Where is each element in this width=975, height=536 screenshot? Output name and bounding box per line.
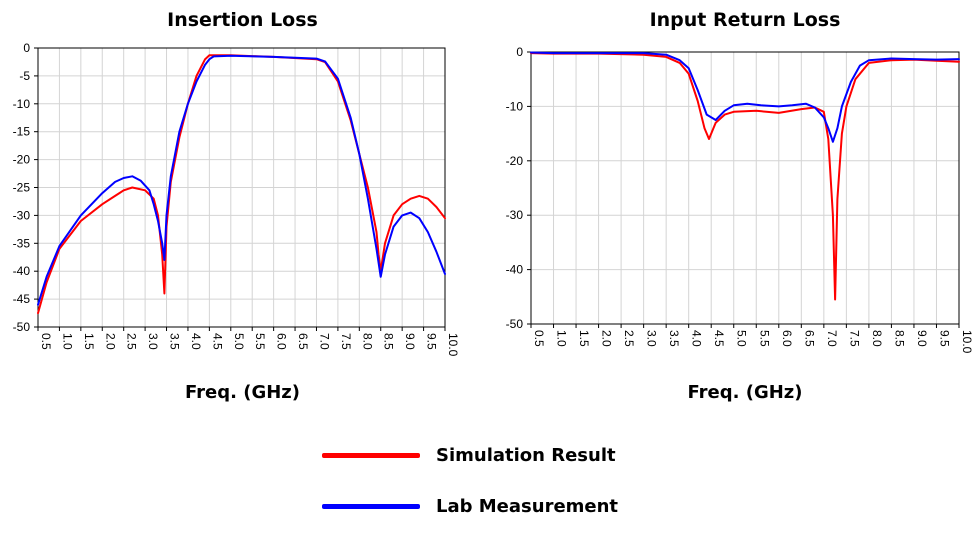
insertion-loss-xtick-label: 8.0 xyxy=(360,333,374,350)
insertion-loss-ytick-label: -25 xyxy=(13,181,31,195)
return-loss-xtick-label: 5.5 xyxy=(757,330,771,347)
insertion-loss-xtick-label: 9.5 xyxy=(425,333,439,350)
return-loss-ytick-label: -10 xyxy=(506,99,524,113)
return-loss-series-measurement xyxy=(530,51,960,143)
return-loss-xtick-label: 0.5 xyxy=(532,330,546,347)
insertion-loss-xlabel: Freq. (GHz) xyxy=(185,382,300,403)
insertion-loss-ytick-label: -35 xyxy=(13,236,31,250)
return-loss-xtick-label: 8.0 xyxy=(870,330,884,347)
legend-label-simulation: Simulation Result xyxy=(436,444,616,466)
return-loss-xtick-label: 5.0 xyxy=(735,330,749,347)
return-loss-xtick-label: 1.0 xyxy=(555,330,569,347)
insertion-loss-ytick-label: -45 xyxy=(13,292,31,306)
return-loss-xtick-label: 9.0 xyxy=(915,330,929,347)
insertion-loss-ytick-label: -15 xyxy=(13,125,31,139)
insertion-loss-xtick-label: 9.0 xyxy=(403,333,417,350)
return-loss-xtick-label: 7.5 xyxy=(847,330,861,347)
return-loss-xtick-label: 4.0 xyxy=(690,330,704,347)
insertion-loss-xtick-label: 10.0 xyxy=(446,333,460,357)
insertion-loss-xtick-label: 7.5 xyxy=(339,333,353,350)
insertion-loss-xtick-label: 5.5 xyxy=(253,333,267,350)
insertion-loss-xtick-label: 3.5 xyxy=(168,333,182,350)
insertion-loss-ytick-label: -50 xyxy=(13,320,31,334)
insertion-loss-xtick-label: 1.5 xyxy=(82,333,96,350)
return-loss-plot-frame xyxy=(530,51,960,325)
insertion-loss-xtick-label: 1.0 xyxy=(60,333,74,350)
return-loss-xtick-label: 6.5 xyxy=(802,330,816,347)
insertion-loss-title: Insertion Loss xyxy=(167,9,318,31)
return-loss-xtick-label: 10.0 xyxy=(960,330,974,354)
insertion-loss-xtick-label: 7.0 xyxy=(317,333,331,350)
insertion-loss-ytick-label: -10 xyxy=(13,97,31,111)
return-loss-xtick-label: 7.0 xyxy=(825,330,839,347)
legend-label-measurement: Lab Measurement xyxy=(436,495,619,517)
insertion-loss-xtick-label: 2.5 xyxy=(125,333,139,350)
return-loss-xtick-label: 9.5 xyxy=(937,330,951,347)
insertion-loss-ytick-label: -40 xyxy=(13,264,31,278)
insertion-loss-plot-frame xyxy=(37,47,446,328)
insertion-loss-xtick-label: 0.5 xyxy=(39,333,53,350)
insertion-loss-ytick-label: -20 xyxy=(13,153,31,167)
return-loss-xtick-label: 4.5 xyxy=(712,330,726,347)
legend-measurement: Lab Measurement xyxy=(322,494,618,518)
insertion-loss-series-measurement xyxy=(37,54,446,306)
insertion-loss-xtick-label: 6.5 xyxy=(296,333,310,350)
insertion-loss-series-simulation xyxy=(37,54,446,315)
return-loss-ytick-label: -20 xyxy=(506,154,524,168)
insertion-loss-ytick-label: -5 xyxy=(19,69,30,83)
legend-swatch-simulation xyxy=(322,452,420,458)
return-loss-xtick-label: 6.0 xyxy=(780,330,794,347)
insertion-loss-xtick-label: 6.0 xyxy=(275,333,289,350)
insertion-loss-ytick-label: 0 xyxy=(23,41,30,55)
insertion-loss-xtick-label: 8.5 xyxy=(382,333,396,350)
return-loss-ytick-label: -50 xyxy=(506,317,524,331)
return-loss-ytick-label: -30 xyxy=(506,208,524,222)
return-loss-xtick-label: 3.5 xyxy=(667,330,681,347)
return-loss-xtick-label: 2.0 xyxy=(600,330,614,347)
return-loss-title: Input Return Loss xyxy=(649,9,841,31)
return-loss-xlabel: Freq. (GHz) xyxy=(687,382,803,403)
insertion-loss-xtick-label: 3.0 xyxy=(146,333,160,350)
return-loss-xtick-label: 3.0 xyxy=(645,330,659,347)
return-loss-xtick-label: 2.5 xyxy=(622,330,636,347)
return-loss-ytick-label: -40 xyxy=(506,263,524,277)
insertion-loss-xtick-label: 5.0 xyxy=(232,333,246,350)
return-loss-chart: 0.5 1.0 1.5 2.0 2.5 3.0 3.5 4.0 4.5 5.0 5.5 6.0 6.5 7… xyxy=(506,45,974,354)
return-loss-xtick-label: 8.5 xyxy=(892,330,906,347)
insertion-loss-chart: 0.5 1.0 1.5 2.0 2.5 3.0 3.5 4.0 4.5 5.0 5.5 6.0 6.5 7… xyxy=(13,41,460,357)
insertion-loss-xtick-label: 4.0 xyxy=(189,333,203,350)
insertion-loss-xtick-label: 4.5 xyxy=(210,333,224,350)
return-loss-ytick-label: 0 xyxy=(516,45,523,59)
insertion-loss-xtick-label: 2.0 xyxy=(103,333,117,350)
legend-simulation: Simulation Result xyxy=(322,443,616,467)
legend-swatch-measurement xyxy=(322,503,420,509)
insertion-loss-ytick-label: -30 xyxy=(13,208,31,222)
return-loss-xtick-label: 1.5 xyxy=(577,330,591,347)
return-loss-series-simulation xyxy=(530,52,960,301)
